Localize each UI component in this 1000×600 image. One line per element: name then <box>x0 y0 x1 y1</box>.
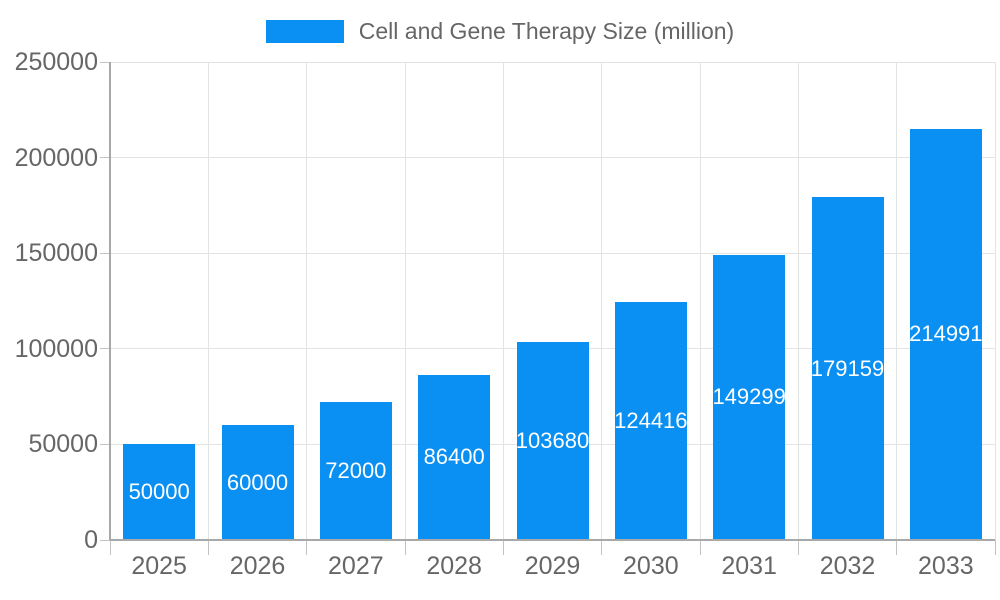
y-axis-tick-label: 250000 <box>14 48 98 76</box>
y-axis-tick <box>100 252 110 254</box>
legend-swatch <box>265 19 344 43</box>
y-gridline <box>110 61 995 63</box>
bar-2026[interactable] <box>221 425 294 540</box>
x-gridline <box>797 62 799 540</box>
chart-legend[interactable]: Cell and Gene Therapy Size (million) <box>0 16 1000 46</box>
x-axis-tick <box>207 540 209 555</box>
x-gridline <box>207 62 209 540</box>
x-axis-tick <box>601 540 603 555</box>
y-axis-tick <box>100 348 110 350</box>
x-gridline <box>994 62 996 540</box>
y-axis-tick <box>100 443 110 445</box>
y-axis-tick-label: 0 <box>84 526 98 554</box>
bar-2027[interactable] <box>319 402 392 540</box>
y-axis-tick <box>100 539 110 541</box>
x-axis-tick <box>502 540 504 555</box>
x-axis-tick <box>797 540 799 555</box>
bar-2030[interactable] <box>614 302 687 540</box>
x-gridline <box>306 62 308 540</box>
x-axis-tick <box>404 540 406 555</box>
x-gridline <box>601 62 603 540</box>
x-axis-tick <box>896 540 898 555</box>
x-axis-tick-label: 2029 <box>524 552 581 580</box>
x-axis-tick-label: 2031 <box>721 552 777 580</box>
y-axis-line <box>109 62 111 540</box>
x-gridline <box>896 62 898 540</box>
legend-label: Cell and Gene Therapy Size (million) <box>358 17 735 44</box>
x-axis-tick-label: 2027 <box>328 552 384 580</box>
x-axis-tick <box>994 540 996 555</box>
bar-2029[interactable] <box>516 341 589 540</box>
bar-2028[interactable] <box>418 374 491 540</box>
x-axis-tick-label: 2025 <box>131 552 187 580</box>
y-gridline <box>110 157 995 159</box>
bar-2031[interactable] <box>713 254 786 540</box>
bar-2032[interactable] <box>811 197 884 540</box>
bar-2033[interactable] <box>909 128 982 540</box>
x-axis-tick-label: 2030 <box>623 552 679 580</box>
y-axis-tick-label: 50000 <box>28 430 98 459</box>
x-gridline <box>699 62 701 540</box>
x-axis-line <box>110 539 995 541</box>
x-axis-tick <box>306 540 308 555</box>
y-axis-tick <box>100 157 110 159</box>
y-axis-tick-label: 100000 <box>14 334 98 363</box>
x-gridline <box>502 62 504 540</box>
x-axis-tick-label: 2028 <box>426 552 482 580</box>
x-axis-tick <box>699 540 701 555</box>
x-axis-tick-label: 2032 <box>819 552 876 580</box>
y-axis-tick <box>100 61 110 63</box>
x-axis-tick-label: 2026 <box>229 552 286 580</box>
x-axis-tick <box>109 540 111 555</box>
y-axis-tick-label: 150000 <box>14 239 98 268</box>
y-gridline <box>110 252 995 254</box>
x-gridline <box>404 62 406 540</box>
x-axis-tick-label: 2033 <box>918 552 974 580</box>
y-axis-tick-label: 200000 <box>14 143 98 172</box>
bar-2025[interactable] <box>123 444 196 540</box>
